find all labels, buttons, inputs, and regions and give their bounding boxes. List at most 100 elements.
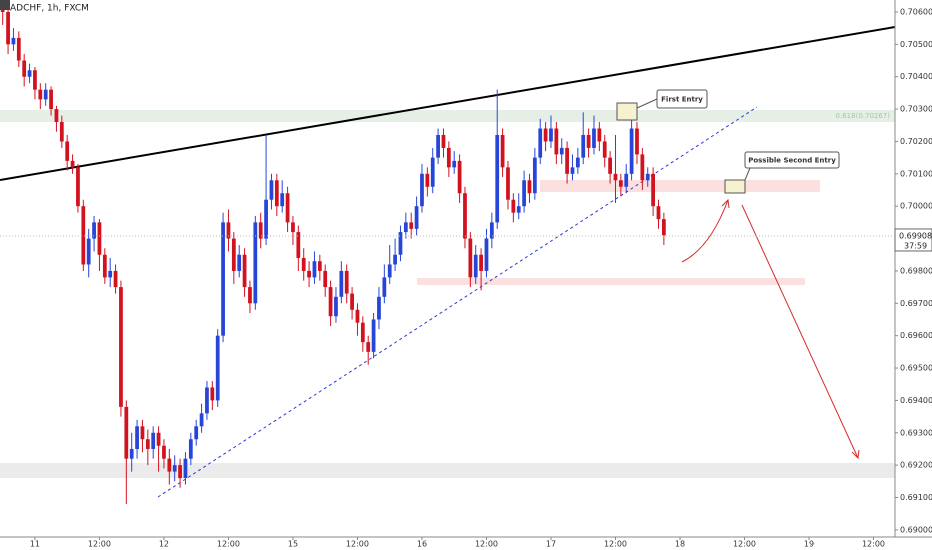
y-tick-label: 0.70100 — [900, 169, 932, 178]
last-price-label: 0.69908 — [899, 231, 932, 240]
entry-box — [616, 102, 638, 121]
candle-body — [221, 222, 225, 336]
candle-body — [280, 193, 285, 207]
candle-body — [194, 426, 199, 440]
y-tick-label: 0.70500 — [900, 40, 932, 49]
arrow-head — [851, 449, 860, 460]
candle-body — [420, 173, 424, 207]
candle-body — [54, 109, 59, 123]
y-tick-label: 0.69300 — [900, 428, 932, 437]
candle-body — [522, 180, 526, 207]
candle-body — [489, 222, 494, 239]
candle-body — [285, 193, 290, 223]
support-zone — [0, 463, 895, 478]
callout — [656, 89, 708, 109]
symbol: ADCHF, 1h, FXCM — [10, 4, 89, 14]
candle-body — [210, 387, 215, 401]
candle-body — [473, 254, 478, 278]
candle-body — [661, 219, 666, 236]
y-tick-label: 0.69200 — [900, 461, 932, 470]
candle-body — [269, 180, 274, 200]
candle-body — [366, 342, 371, 352]
y-tick-label: 0.70000 — [900, 202, 932, 211]
candle-body — [387, 264, 392, 278]
candle-body — [597, 128, 602, 142]
y-tick-label: 0.70300 — [900, 105, 932, 114]
candle-body — [312, 261, 317, 278]
candle-body — [274, 180, 279, 207]
candle-body — [226, 222, 231, 239]
candle-body — [554, 128, 559, 155]
candle-body — [81, 206, 86, 265]
resistance-zone — [540, 180, 820, 192]
candle-body — [140, 426, 145, 440]
candle-body — [334, 296, 338, 317]
x-tick-label: 12:00 — [88, 540, 111, 549]
candle-body — [296, 232, 301, 258]
candle-body — [253, 222, 258, 304]
candle-body — [350, 293, 354, 310]
candle-body — [113, 270, 118, 288]
candle-body — [339, 270, 344, 297]
candle-body — [414, 206, 419, 229]
candle-body — [511, 199, 516, 213]
candle-body — [65, 141, 70, 161]
candle-body — [172, 465, 177, 472]
annotation: First Entry — [661, 96, 703, 104]
candle-body — [242, 254, 247, 288]
callout — [744, 151, 840, 169]
y-tick-label: 0.69000 — [900, 525, 932, 534]
candle-body — [565, 147, 569, 174]
candle-body — [33, 70, 37, 90]
x-tick-label: 12 — [159, 540, 169, 549]
candle-body — [500, 134, 505, 168]
candle-body — [527, 180, 532, 194]
candle-body — [183, 458, 188, 479]
candle-body — [570, 167, 575, 174]
symbol-icon — [0, 0, 10, 10]
x-tick-label: 19 — [804, 540, 814, 549]
candle-body — [215, 335, 220, 401]
annotation: Possible Second Entry — [748, 157, 836, 165]
candle-body — [59, 122, 64, 142]
y-tick-label: 0.69100 — [900, 493, 932, 502]
candle-body — [656, 206, 661, 220]
candle-body — [102, 254, 107, 278]
callout-line — [744, 167, 751, 181]
candle-body — [608, 157, 612, 174]
time-axis — [0, 537, 932, 550]
candle-body — [145, 439, 150, 449]
y-tick-label: 0.70400 — [900, 72, 932, 81]
candle-body — [129, 448, 134, 459]
candle-body — [317, 261, 322, 271]
candle-body — [151, 432, 156, 449]
candle-body — [237, 254, 242, 271]
candle-body — [344, 270, 349, 294]
candle-body — [11, 37, 16, 45]
candle-body — [291, 222, 295, 233]
candle-body — [602, 141, 607, 158]
candle-body — [586, 134, 591, 148]
y-tick-label: 0.70200 — [900, 137, 932, 146]
y-tick-label: 0.69600 — [900, 331, 932, 340]
candle-body — [430, 157, 435, 187]
candle-body — [119, 287, 123, 407]
candle-body — [463, 193, 467, 239]
arrow-head — [721, 198, 730, 209]
y-tick-label: 0.69700 — [900, 299, 932, 308]
candle-body — [248, 287, 252, 304]
candle-body — [635, 128, 639, 155]
x-tick-label: 15 — [288, 540, 298, 549]
candle-body — [651, 173, 655, 207]
candle-body — [640, 154, 645, 181]
candle-body — [516, 206, 521, 213]
fib-label: 0.618(0.70267) — [836, 112, 891, 120]
candle-body — [355, 309, 360, 323]
candle-body — [178, 465, 182, 479]
candle-body — [629, 128, 634, 174]
candle-body — [425, 173, 430, 187]
candle-body — [452, 160, 457, 168]
x-tick-label: 18 — [675, 540, 685, 549]
arrow — [741, 204, 859, 459]
